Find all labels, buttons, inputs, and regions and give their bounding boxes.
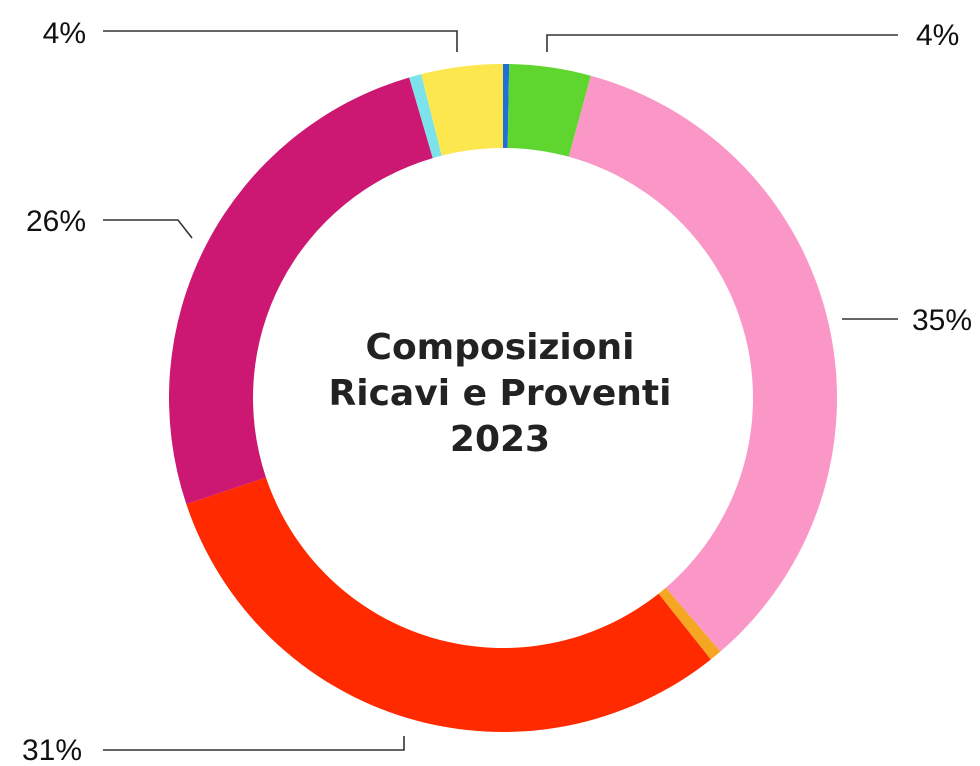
donut-slices bbox=[169, 64, 838, 733]
slice-label-top-right: 4% bbox=[916, 19, 959, 52]
chart-title-line-2: Ricavi e Proventi bbox=[328, 373, 672, 414]
donut-slice-2 bbox=[568, 75, 838, 652]
slice-labels: 4% 35% 31% 26% 4% bbox=[22, 17, 972, 766]
donut-slice-0 bbox=[503, 64, 510, 149]
donut-slice-5 bbox=[169, 77, 433, 505]
donut-slice-6 bbox=[409, 74, 442, 159]
leader-line-top-left bbox=[103, 30, 458, 52]
donut-slice-1 bbox=[507, 64, 591, 157]
leader-line-top-right bbox=[546, 34, 898, 52]
slice-label-top-left: 4% bbox=[43, 17, 86, 50]
slice-label-left: 26% bbox=[26, 205, 86, 238]
leader-line-bottom-left bbox=[103, 736, 405, 751]
donut-slice-7 bbox=[421, 64, 503, 156]
donut-slice-3 bbox=[658, 587, 721, 660]
chart-title: Composizioni Ricavi e Proventi 2023 bbox=[300, 325, 700, 463]
slice-label-right: 35% bbox=[912, 304, 972, 337]
slice-label-bottom-left: 31% bbox=[22, 734, 82, 766]
donut-slice-4 bbox=[186, 477, 711, 733]
leader-line-left bbox=[103, 219, 193, 239]
chart-title-line-1: Composizioni bbox=[365, 327, 635, 368]
chart-title-line-3: 2023 bbox=[449, 419, 551, 460]
